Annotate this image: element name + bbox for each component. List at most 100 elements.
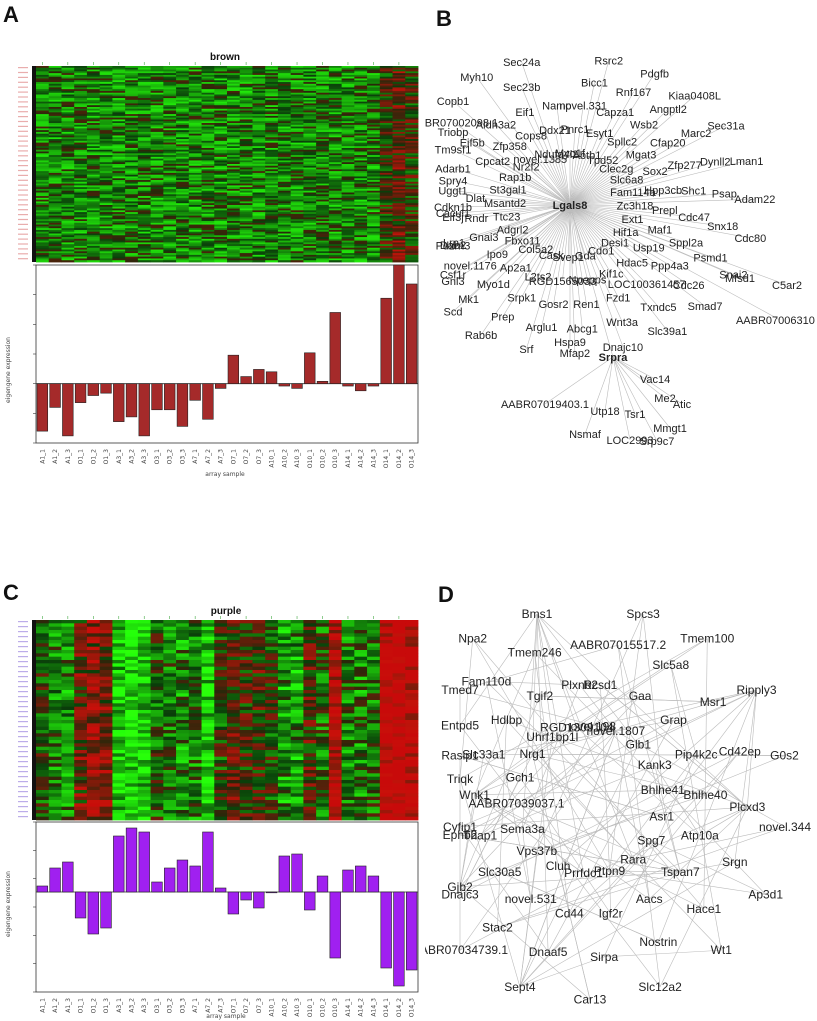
heatmap-cell (61, 750, 75, 754)
heatmap-cell (137, 238, 151, 242)
heatmap-cell (227, 124, 241, 127)
heatmap-cell (328, 135, 342, 138)
heatmap-cell (367, 124, 381, 127)
heatmap-cell (74, 135, 88, 138)
heatmap-cell (188, 147, 202, 151)
heatmap-cell (405, 208, 419, 211)
heatmap-cell (163, 716, 177, 721)
heatmap-cell (354, 673, 368, 678)
heatmap-cell (328, 720, 342, 724)
heatmap-cell (99, 213, 113, 217)
heatmap-cell (125, 137, 139, 140)
heatmap-cell (74, 736, 88, 741)
heatmap-cell (214, 188, 228, 192)
bar-A14_3 (367, 383, 380, 387)
heatmap-cell (150, 663, 164, 668)
heatmap-cell (201, 151, 215, 154)
heatmap-cell (265, 123, 279, 126)
heatmap-cell (176, 219, 190, 222)
heatmap-cell (303, 720, 317, 724)
heatmap-cell (392, 210, 406, 213)
heatmap-cell (36, 254, 50, 258)
heatmap-cell (36, 660, 50, 664)
heatmap-cell (316, 620, 330, 624)
heatmap-cell (379, 85, 393, 88)
heatmap-cell (341, 783, 355, 788)
heatmap-cell (99, 71, 113, 74)
heatmap-cell (341, 172, 355, 176)
heatmap-cell (354, 140, 368, 144)
heatmap-cell (74, 683, 88, 688)
heatmap-cell (290, 117, 304, 120)
heatmap-cell (341, 94, 355, 97)
heatmap-cell (354, 643, 368, 648)
heatmap-row-label (18, 111, 28, 113)
heatmap-cell (137, 192, 151, 195)
heatmap-cell (239, 766, 253, 771)
heatmap-cell (188, 686, 202, 691)
heatmap-cell (112, 733, 126, 738)
heatmap-cell (188, 169, 202, 172)
heatmap-cell (176, 92, 190, 95)
heatmap-cell (328, 142, 342, 145)
heatmap-cell (405, 185, 419, 188)
heatmap-cell (86, 87, 101, 90)
heatmap-cell (125, 183, 139, 186)
heatmap-cell (163, 643, 177, 648)
heatmap-cell (277, 258, 292, 261)
heatmap-cell (290, 710, 304, 714)
heatmap-cell (125, 773, 139, 778)
heatmap-cell (290, 226, 304, 229)
heatmap-cell (227, 763, 241, 768)
heatmap-cell (150, 790, 164, 794)
heatmap-cell (150, 713, 164, 718)
heatmap-cell (227, 204, 241, 208)
heatmap-cell (137, 676, 151, 681)
heatmap-cell (227, 710, 241, 714)
heatmap-cell (392, 151, 406, 154)
heatmap-cell (265, 237, 279, 240)
heatmap-cell (252, 87, 266, 90)
heatmap-cell (125, 71, 139, 74)
heatmap-cell (227, 190, 241, 193)
heatmap-cell (392, 158, 406, 161)
heatmap-cell (214, 206, 228, 209)
heatmap-cell (316, 144, 330, 147)
heatmap-cell (112, 224, 126, 227)
heatmap-cell (112, 215, 126, 218)
heatmap-cell (201, 229, 215, 233)
heatmap-cell (290, 653, 304, 658)
heatmap-cell (86, 713, 101, 718)
heatmap-cell (316, 117, 330, 120)
heatmap-cell (176, 244, 190, 247)
heatmap-cell (48, 90, 62, 94)
heatmap-cell (392, 103, 406, 106)
heatmap-cell (36, 703, 50, 708)
heatmap-cell (354, 103, 368, 106)
heatmap-cell (150, 135, 164, 138)
heatmap-cell (328, 753, 342, 758)
heatmap-cell (379, 201, 393, 204)
heatmap-cell (277, 766, 292, 771)
heatmap-cell (176, 680, 190, 684)
heatmap-cell (316, 188, 330, 192)
heatmap-cell (227, 666, 241, 671)
heatmap-cell (379, 183, 393, 186)
heatmap-cell (316, 76, 330, 79)
heatmap-cell (176, 222, 190, 225)
heatmap-cell (86, 636, 101, 641)
heatmap-cell (125, 693, 139, 698)
heatmap-cell (36, 221, 50, 224)
heatmap-cell (61, 76, 75, 79)
heatmap-cell (290, 646, 304, 651)
heatmap-cell (86, 190, 101, 193)
heatmap-cell (303, 85, 317, 88)
heatmap-cell (239, 203, 253, 206)
heatmap-cell (150, 626, 164, 631)
heatmap-cell (74, 133, 88, 136)
heatmap-cell (277, 790, 292, 794)
heatmap-cell (112, 131, 126, 135)
heatmap-cell (99, 633, 113, 638)
heatmap-cell (341, 242, 355, 245)
heatmap-cell (125, 222, 139, 225)
